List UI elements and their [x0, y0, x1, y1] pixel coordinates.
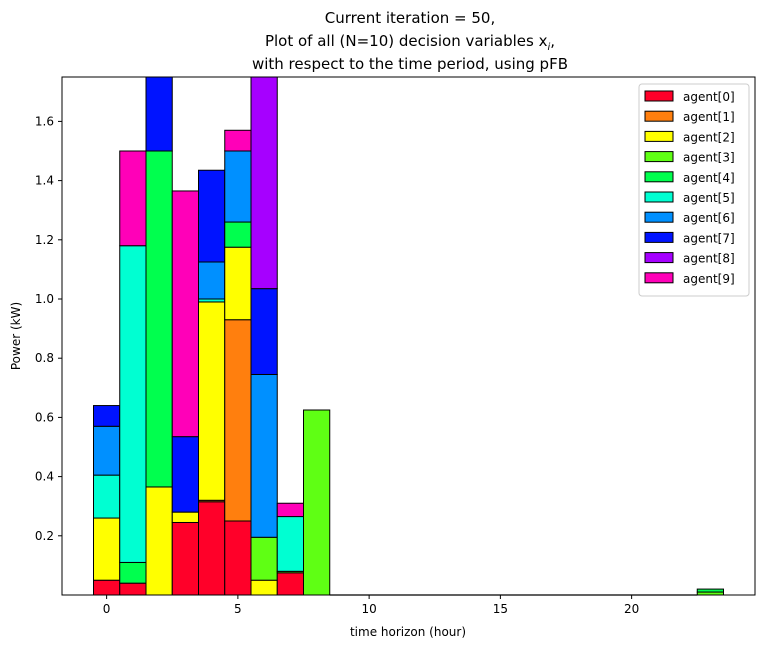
- bar-segment-agent9-hour-7: [276, 502, 304, 518]
- bar-segment-agent6-hour-5: [224, 150, 252, 223]
- y-axis: 0.2 0.4 0.6 0.8 1.0 1.2 1.4 1.6: [35, 114, 62, 543]
- x-tick-label: 5: [234, 602, 242, 616]
- x-axis-label: time horizon (hour): [350, 625, 466, 639]
- title-line-3: with respect to the time period, using p…: [252, 55, 568, 73]
- bar-segment-agent3-hour-6: [250, 536, 278, 581]
- bar-stack-group: [93, 76, 724, 596]
- legend-swatch-agent2: [644, 130, 674, 142]
- legend-label: agent[8]: [683, 252, 735, 266]
- bar-segment-agent9-hour-3: [171, 190, 199, 438]
- title-line-2-text: Plot of all (N=10) decision variables x: [265, 32, 548, 50]
- bar-segment-agent6-hour-6: [250, 373, 278, 538]
- bar-segment-agent9-hour-1: [119, 150, 147, 247]
- legend-label: agent[3]: [683, 151, 735, 165]
- bar-segment-agent2-hour-5: [224, 246, 252, 321]
- legend-label: agent[6]: [683, 211, 735, 225]
- bar-segment-agent4-hour-5: [224, 221, 252, 248]
- bar-segment-agent7-hour-0: [93, 405, 121, 427]
- legend-label: agent[9]: [683, 272, 735, 286]
- bar-segment-agent2-hour-2: [145, 486, 173, 596]
- plot-frame: [61, 76, 756, 596]
- y-tick-label: 0.2: [35, 529, 54, 543]
- legend-label: agent[4]: [683, 171, 735, 185]
- legend-swatch-agent5: [644, 191, 674, 203]
- bar-segment-agent7-hour-2: [145, 76, 173, 152]
- bar-segment-agent0-hour-7: [276, 572, 304, 596]
- x-axis: 0 5 10 15 20: [103, 595, 639, 616]
- bar-segment-agent9-hour-5: [224, 129, 252, 152]
- x-tick-label: 10: [361, 602, 376, 616]
- bar-segment-agent0-hour-0: [93, 579, 121, 596]
- y-tick-label: 0.4: [35, 470, 54, 484]
- bar-segment-agent2-hour-6: [250, 579, 278, 596]
- y-tick-label: 1.6: [35, 114, 54, 128]
- y-tick-label: 0.8: [35, 351, 54, 365]
- legend-label: agent[0]: [683, 90, 735, 104]
- bar-segment-agent3-hour-8: [303, 409, 331, 596]
- bar-segment-agent0-hour-1: [119, 582, 147, 596]
- bar-segment-agent6-hour-0: [93, 425, 121, 476]
- legend-label: agent[2]: [683, 130, 735, 144]
- x-tick-label: 20: [624, 602, 639, 616]
- legend-swatch-agent7: [644, 231, 674, 243]
- title-subscript: i: [547, 42, 550, 53]
- y-tick-label: 1.0: [35, 292, 54, 306]
- y-tick-label: 0.6: [35, 410, 54, 424]
- title-line-1: Current iteration = 50,: [325, 9, 495, 27]
- bar-segment-agent5-hour-0: [93, 474, 121, 519]
- title-line-2: Plot of all (N=10) decision variables xi…: [265, 32, 555, 53]
- y-axis-label: Power (kW): [9, 302, 23, 370]
- legend: agent[0] agent[1] agent[2] agent[3] agent[4]…: [638, 83, 750, 297]
- legend-label: agent[1]: [683, 110, 735, 124]
- bar-segment-agent7-hour-3: [171, 436, 199, 513]
- y-tick-label: 1.2: [35, 233, 54, 247]
- y-tick-label: 1.4: [35, 174, 54, 188]
- bar-segment-agent7-hour-6: [250, 288, 278, 375]
- bar-segment-agent1-hour-5: [224, 319, 252, 522]
- bar-segment-agent4-hour-2: [145, 150, 173, 488]
- x-tick-label: 15: [493, 602, 508, 616]
- legend-swatch-agent0: [644, 90, 674, 102]
- bar-segment-agent0-hour-5: [224, 520, 252, 596]
- title-suffix: ,: [550, 32, 555, 50]
- legend-swatch-agent4: [644, 171, 674, 183]
- legend-label: agent[5]: [683, 191, 735, 205]
- legend-swatch-agent1: [644, 110, 674, 122]
- x-tick-label: 0: [103, 602, 111, 616]
- legend-swatch-agent8: [644, 252, 674, 264]
- bar-segment-agent2-hour-4: [198, 301, 226, 501]
- chart-title: Current iteration = 50, Plot of all (N=1…: [252, 9, 568, 73]
- bar-segment-agent2-hour-3: [171, 511, 199, 523]
- bar-segment-agent2-hour-0: [93, 517, 121, 581]
- bar-segment-agent4-hour-23: [696, 588, 724, 593]
- bar-segment-agent8-hour-6: [250, 76, 278, 290]
- bar-segment-agent0-hour-3: [171, 521, 199, 596]
- legend-swatch-agent9: [644, 272, 674, 284]
- legend-swatch-agent6: [644, 211, 674, 223]
- legend-label: agent[7]: [683, 231, 735, 245]
- bar-segment-agent5-hour-7: [276, 516, 304, 572]
- bar-segment-agent6-hour-4: [198, 261, 226, 300]
- legend-swatch-agent3: [644, 151, 674, 163]
- bar-segment-agent5-hour-1: [119, 245, 147, 563]
- bar-segment-agent0-hour-4: [198, 501, 226, 596]
- bar-segment-agent4-hour-1: [119, 561, 147, 584]
- bar-segment-agent7-hour-4: [198, 169, 226, 263]
